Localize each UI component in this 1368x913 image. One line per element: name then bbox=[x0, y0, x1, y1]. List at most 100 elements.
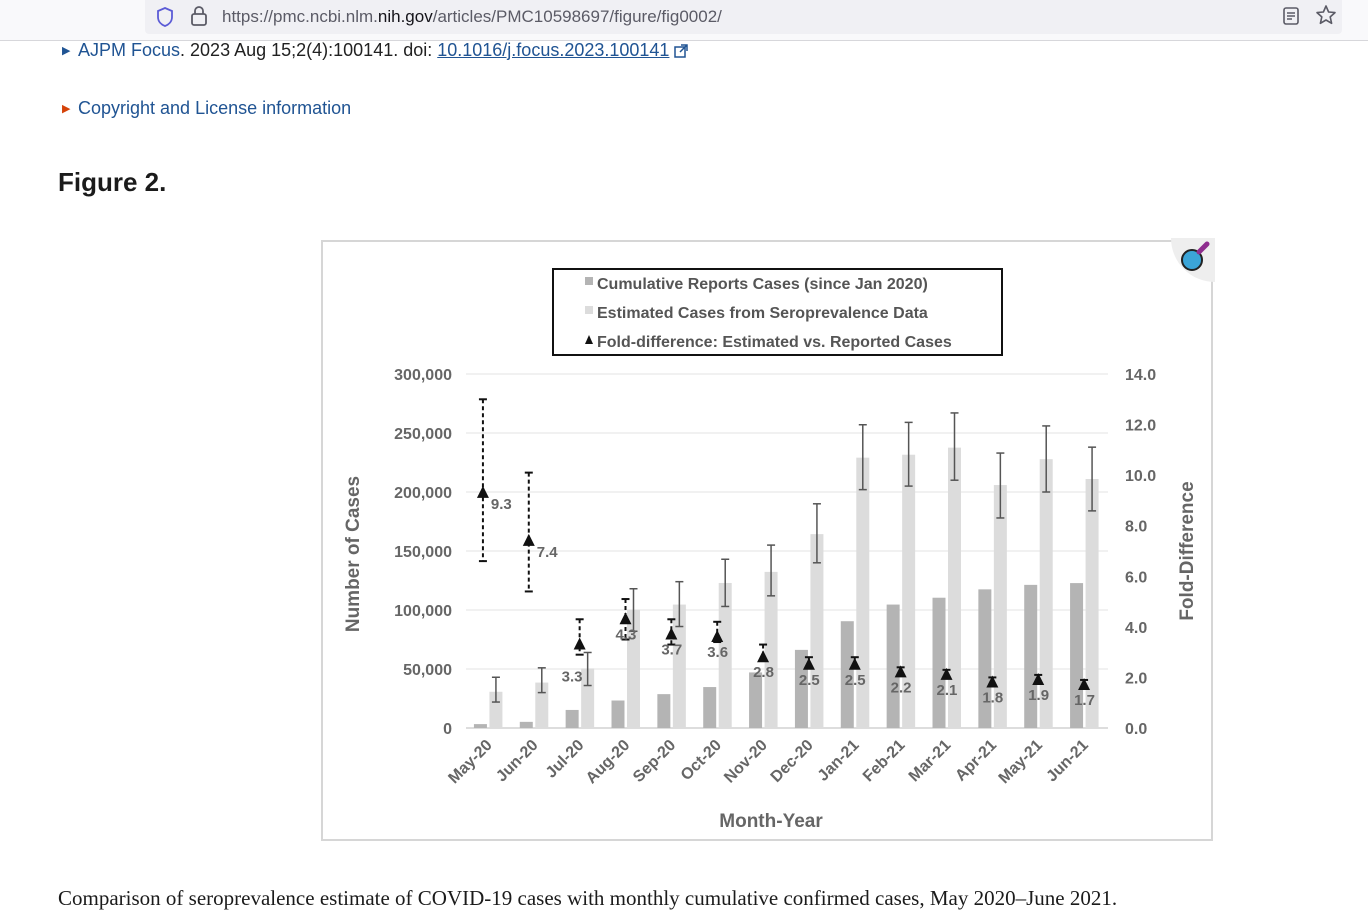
fold-label: 3.6 bbox=[707, 644, 728, 661]
bar-reported bbox=[565, 709, 579, 728]
bar-estimated bbox=[993, 485, 1007, 728]
chart-figure: 300,000 250,000 200,000 150,000 100,000 50,00… bbox=[343, 268, 1198, 832]
x-tick-label: Feb-21 bbox=[860, 737, 909, 786]
citation-line: ▶ AJPM Focus. 2023 Aug 15;2(4):100141. do… bbox=[62, 40, 689, 63]
fold-marker bbox=[1032, 672, 1045, 685]
fold-marker bbox=[802, 657, 815, 670]
bar-estimated bbox=[535, 682, 549, 728]
legend-box bbox=[552, 268, 1003, 356]
fold-label: 2.5 bbox=[845, 672, 866, 689]
fold-label: 2.5 bbox=[799, 672, 820, 689]
fold-label: 1.9 bbox=[1028, 687, 1049, 704]
copyright-toggle[interactable]: ▶ Copyright and License information bbox=[62, 98, 351, 119]
bar-reported bbox=[794, 649, 808, 728]
y2-tick-label: 10.0 bbox=[1125, 468, 1156, 485]
fold-label: 3.3 bbox=[562, 669, 583, 686]
fold-marker bbox=[757, 650, 770, 663]
y2-tick-label: 4.0 bbox=[1125, 620, 1147, 637]
fold-label: 4.3 bbox=[616, 626, 637, 643]
y-tick-label: 200,000 bbox=[394, 485, 452, 502]
fold-label: 2.2 bbox=[891, 679, 912, 696]
fold-marker bbox=[619, 612, 632, 625]
fold-label: 2.1 bbox=[937, 682, 958, 699]
bar-estimated bbox=[1039, 459, 1053, 728]
figure-caption: Comparison of seroprevalence estimate of… bbox=[58, 886, 1118, 910]
magnifier-icon bbox=[1181, 241, 1210, 271]
fold-label: 7.4 bbox=[537, 544, 559, 561]
x-axis-title: Month-Year bbox=[719, 811, 823, 832]
fold-marker bbox=[665, 627, 678, 640]
y-tick-label: 50,000 bbox=[403, 662, 452, 679]
fold-marker bbox=[848, 657, 861, 670]
y-axis-title: Number of Cases bbox=[343, 476, 364, 632]
y2-tick-label: 0.0 bbox=[1125, 721, 1147, 738]
fold-marker bbox=[940, 667, 953, 680]
bar-reported bbox=[1070, 583, 1084, 728]
journal-link[interactable]: AJPM Focus bbox=[78, 40, 181, 60]
x-tick-label: Sep-20 bbox=[630, 737, 679, 786]
bar-estimated bbox=[581, 668, 595, 728]
y-tick-label: 150,000 bbox=[394, 544, 452, 561]
fold-label: 1.8 bbox=[982, 689, 1003, 706]
bar-estimated bbox=[627, 609, 640, 728]
x-tick-label: Jun-20 bbox=[493, 737, 542, 786]
bar-reported bbox=[749, 672, 763, 728]
fold-label: 2.8 bbox=[753, 664, 774, 681]
y2-tick-label: 8.0 bbox=[1125, 519, 1147, 536]
y2-tick-label: 12.0 bbox=[1125, 418, 1156, 435]
bar-estimated bbox=[718, 582, 732, 728]
bar-reported bbox=[840, 621, 854, 728]
reader-view-icon[interactable] bbox=[1281, 6, 1301, 31]
x-tick-label: May-20 bbox=[445, 737, 495, 787]
citation-details: . 2023 Aug 15;2(4):100141. doi: bbox=[180, 40, 438, 60]
bar-reported bbox=[932, 597, 946, 728]
fold-marker bbox=[573, 637, 586, 650]
fold-label: 3.7 bbox=[661, 641, 682, 658]
x-tick-label: May-21 bbox=[996, 737, 1046, 787]
address-bar[interactable] bbox=[145, 0, 1342, 34]
x-tick-label: Aug-20 bbox=[583, 737, 633, 787]
y2-tick-label: 2.0 bbox=[1125, 670, 1147, 687]
fold-marker bbox=[476, 485, 489, 498]
x-tick-label: Mar-21 bbox=[906, 737, 955, 786]
y2-axis-title: Fold-Difference bbox=[1177, 481, 1198, 620]
bar-estimated bbox=[810, 534, 824, 728]
y-tick-label: 300,000 bbox=[394, 367, 452, 384]
y2-tick-label: 14.0 bbox=[1125, 367, 1156, 384]
bar-reported bbox=[1024, 584, 1038, 728]
figure-label: Figure 2. bbox=[58, 167, 167, 197]
x-tick-label: Dec-20 bbox=[768, 737, 817, 786]
bar-reported bbox=[473, 724, 487, 728]
y-tick-label: 100,000 bbox=[394, 603, 452, 620]
y-tick-label: 250,000 bbox=[394, 426, 452, 443]
bar-estimated bbox=[764, 571, 778, 728]
x-tick-label: Nov-20 bbox=[721, 737, 771, 787]
doi-link[interactable]: 10.1016/j.focus.2023.100141 bbox=[437, 40, 670, 60]
bar-estimated bbox=[948, 447, 961, 728]
y2-tick-label: 6.0 bbox=[1125, 569, 1147, 586]
legend-label: Fold-difference: Estimated vs. Reported … bbox=[597, 334, 952, 351]
x-tick-label: Oct-20 bbox=[678, 737, 725, 784]
bar-estimated bbox=[672, 604, 686, 728]
fold-label: 1.7 bbox=[1074, 692, 1095, 709]
legend-label: Estimated Cases from Seroprevalence Data bbox=[597, 305, 928, 322]
url-text[interactable]: https://pmc.ncbi.nlm.nih.gov/articles/PM… bbox=[222, 7, 722, 26]
bar-estimated bbox=[1085, 479, 1099, 728]
bar-estimated bbox=[489, 691, 503, 728]
zoom-button[interactable] bbox=[1171, 238, 1215, 282]
copyright-link[interactable]: Copyright and License information bbox=[78, 98, 352, 118]
expand-triangle-icon[interactable]: ▶ bbox=[62, 45, 71, 57]
legend-swatch bbox=[585, 306, 593, 314]
lock-icon[interactable] bbox=[189, 5, 209, 32]
bar-reported bbox=[886, 604, 900, 728]
expand-triangle-icon[interactable]: ▶ bbox=[62, 103, 71, 115]
browser-toolbar: https://pmc.ncbi.nlm.nih.gov/articles/PM… bbox=[0, 0, 1368, 41]
bar-reported bbox=[657, 694, 671, 728]
shield-icon[interactable] bbox=[155, 6, 175, 33]
fold-marker bbox=[522, 533, 535, 546]
external-link-icon[interactable] bbox=[674, 42, 689, 63]
bookmark-star-icon[interactable] bbox=[1315, 4, 1337, 31]
fold-marker bbox=[986, 675, 999, 688]
bar-reported bbox=[611, 700, 625, 728]
x-tick-label: Jul-20 bbox=[543, 737, 588, 782]
